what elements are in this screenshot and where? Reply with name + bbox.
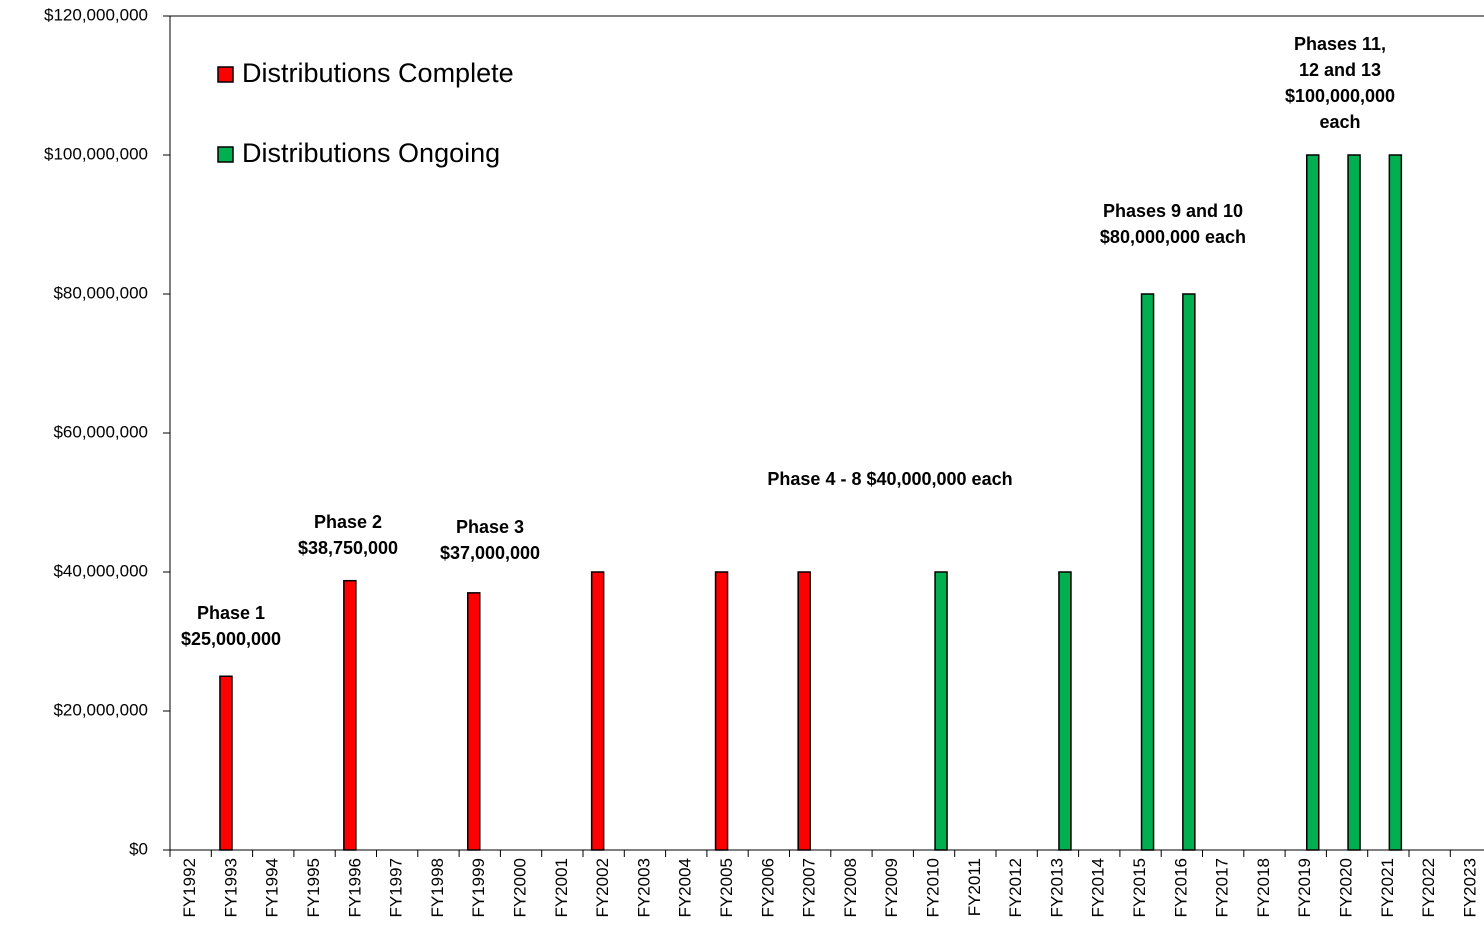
x-tick-label: FY2005	[717, 858, 736, 918]
bar	[1306, 154, 1320, 851]
x-tick-label: FY2011	[965, 858, 984, 916]
y-tick-label: $100,000,000	[44, 144, 148, 163]
x-tick-label: FY2014	[1089, 858, 1108, 918]
y-tick-label: $20,000,000	[53, 700, 148, 719]
x-tick-label: FY2006	[758, 858, 777, 918]
x-tick-label: FY2020	[1337, 858, 1356, 918]
annotation: $37,000,000	[440, 543, 540, 563]
annotation: $25,000,000	[181, 629, 281, 649]
x-tick-label: FY1997	[387, 858, 406, 918]
annotation: 12 and 13	[1299, 60, 1381, 80]
annotation: $100,000,000	[1285, 86, 1395, 106]
x-tick-label: FY1999	[469, 858, 488, 918]
x-tick-label: FY2008	[841, 858, 860, 918]
x-tick-label: FY2003	[634, 858, 653, 918]
annotation: Phase 2	[314, 512, 382, 532]
x-tick-label: FY2016	[1171, 858, 1190, 918]
bar	[1058, 571, 1072, 851]
x-tick-label: FY2009	[882, 858, 901, 918]
x-tick-label: FY2018	[1254, 858, 1273, 918]
x-tick-label: FY1998	[428, 858, 447, 918]
y-tick-label: $40,000,000	[53, 561, 148, 580]
x-tick-label: FY2023	[1460, 858, 1479, 918]
bar	[1388, 154, 1403, 851]
annotation: Phases 9 and 10	[1103, 201, 1243, 221]
legend-swatch	[217, 146, 234, 163]
annotation: Phase 4 - 8 $40,000,000 each	[767, 469, 1012, 489]
bar	[590, 571, 605, 851]
x-tick-label: FY2007	[800, 858, 819, 918]
x-tick-label: FY2004	[676, 858, 695, 918]
bar	[343, 579, 357, 851]
x-tick-label: FY2022	[1419, 858, 1438, 918]
x-tick-label: FY2010	[924, 858, 943, 918]
legend-swatch	[217, 66, 234, 83]
y-tick-label: $120,000,000	[44, 5, 148, 24]
x-tick-label: FY2000	[511, 858, 530, 918]
x-tick-label: FY1996	[345, 858, 364, 918]
y-tick-label: $0	[129, 839, 148, 858]
x-tick-label: FY2019	[1295, 858, 1314, 918]
annotation: $38,750,000	[298, 538, 398, 558]
bar	[467, 592, 481, 851]
x-tick-label: FY1994	[263, 858, 282, 918]
annotation: each	[1319, 112, 1360, 132]
x-tick-label: FY2017	[1213, 858, 1232, 918]
x-tick-label: FY2002	[593, 858, 612, 918]
bar	[934, 571, 948, 851]
bar	[797, 571, 811, 851]
x-tick-label: FY2015	[1130, 858, 1149, 918]
bar	[1140, 293, 1155, 851]
x-tick-label: FY1995	[304, 858, 323, 918]
legend-label: Distributions Complete	[242, 58, 514, 88]
bar	[219, 675, 233, 851]
legend-label: Distributions Ongoing	[242, 138, 500, 168]
x-tick-label: FY1993	[221, 858, 240, 918]
x-tick-label: FY1992	[180, 858, 199, 918]
annotation: Phase 1	[197, 603, 265, 623]
y-tick-label: $80,000,000	[53, 283, 148, 302]
x-tick-label: FY2001	[552, 858, 571, 918]
x-tick-label: FY2021	[1378, 858, 1397, 918]
y-tick-label: $60,000,000	[53, 422, 148, 441]
bar	[1347, 154, 1361, 851]
bar	[714, 571, 729, 851]
x-tick-label: FY2013	[1047, 858, 1066, 918]
annotation: $80,000,000 each	[1100, 227, 1246, 247]
annotation: Phases 11,	[1294, 34, 1386, 54]
annotation: Phase 3	[456, 517, 524, 537]
bar	[1182, 293, 1196, 851]
x-tick-label: FY2012	[1006, 858, 1025, 918]
